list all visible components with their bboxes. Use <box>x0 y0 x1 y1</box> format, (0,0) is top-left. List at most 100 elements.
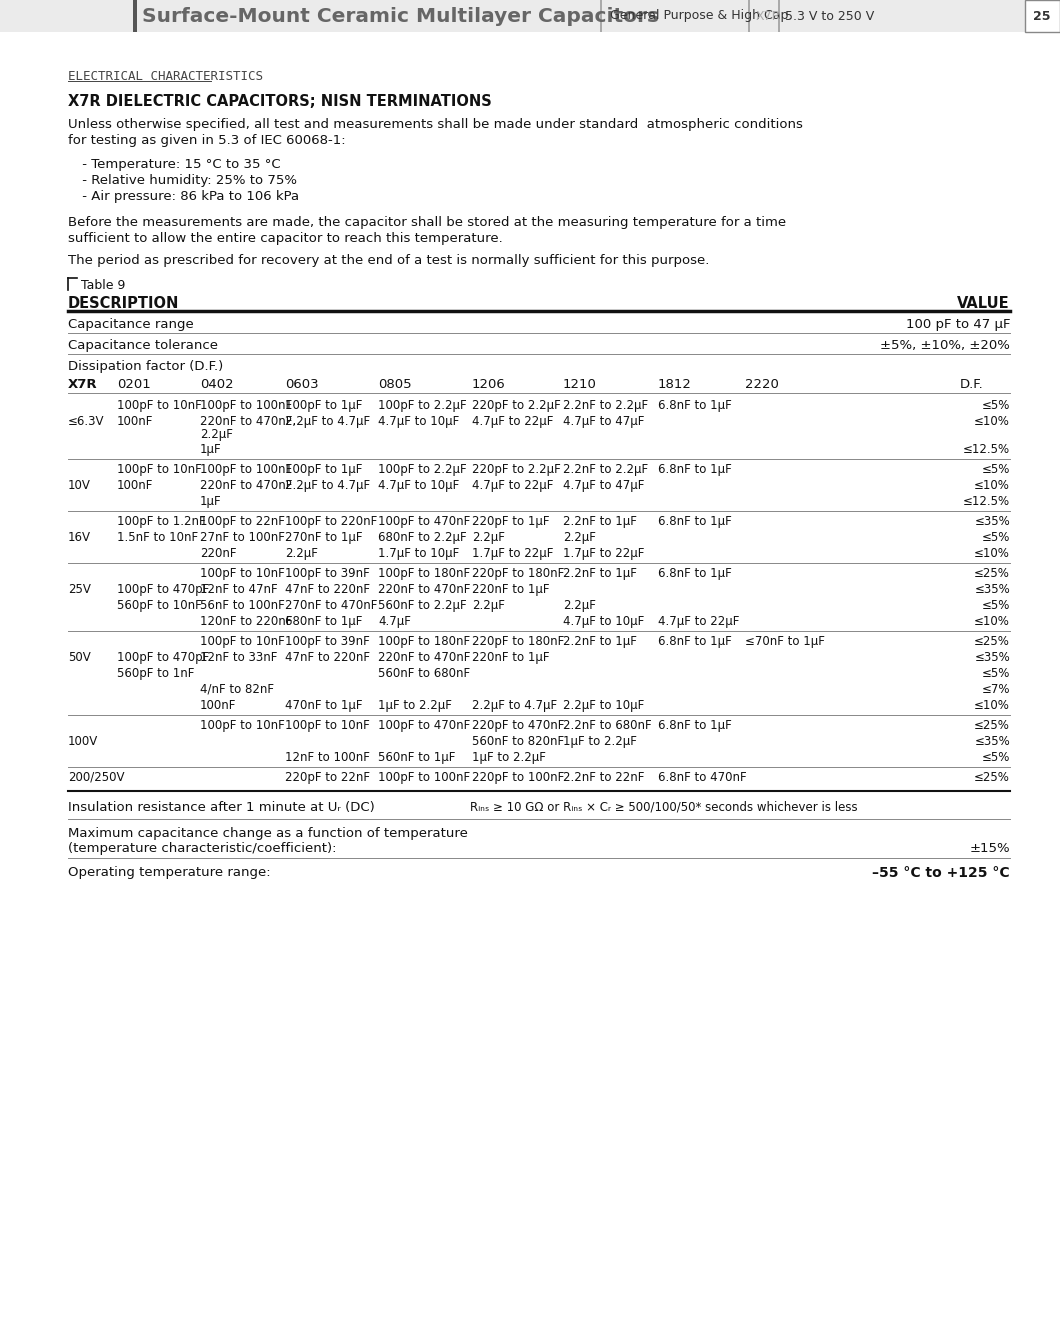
Text: 100pF to 10nF: 100pF to 10nF <box>285 718 370 732</box>
Text: 50V: 50V <box>68 651 91 664</box>
Text: 6.8nF to 470nF: 6.8nF to 470nF <box>658 771 746 785</box>
Text: 2.2μF to 10μF: 2.2μF to 10μF <box>563 699 644 712</box>
Text: ≤25%: ≤25% <box>974 635 1010 648</box>
Text: 2.2nF to 1μF: 2.2nF to 1μF <box>563 515 637 528</box>
Text: 0201: 0201 <box>117 378 151 392</box>
Text: ≤7%: ≤7% <box>982 683 1010 696</box>
Text: 100pF to 10nF: 100pF to 10nF <box>117 400 201 411</box>
Text: 100pF to 1μF: 100pF to 1μF <box>285 400 363 411</box>
Text: 1μF: 1μF <box>200 495 222 508</box>
Text: 4.7μF to 47μF: 4.7μF to 47μF <box>563 479 644 492</box>
Text: ≤5%: ≤5% <box>982 463 1010 476</box>
Text: - Temperature: 15 °C to 35 °C: - Temperature: 15 °C to 35 °C <box>78 157 281 171</box>
Text: Rᵢₙₛ ≥ 10 GΩ or Rᵢₙₛ × Cᵣ ≥ 500/100/50* seconds whichever is less: Rᵢₙₛ ≥ 10 GΩ or Rᵢₙₛ × Cᵣ ≥ 500/100/50* … <box>470 800 858 814</box>
Text: 220nF to 470nF: 220nF to 470nF <box>378 651 471 664</box>
Text: 0805: 0805 <box>378 378 411 392</box>
Text: 2.2μF to 4.7μF: 2.2μF to 4.7μF <box>472 699 558 712</box>
Text: 120nF to 220nF: 120nF to 220nF <box>200 615 293 628</box>
Text: 4.7μF: 4.7μF <box>378 615 411 628</box>
Text: ≤12.5%: ≤12.5% <box>962 443 1010 456</box>
Text: 100pF to 2.2μF: 100pF to 2.2μF <box>378 463 466 476</box>
Text: 2.2nF to 22nF: 2.2nF to 22nF <box>563 771 644 785</box>
Text: 47nF to 220nF: 47nF to 220nF <box>285 651 370 664</box>
Text: 2.2μF: 2.2μF <box>285 546 318 560</box>
Text: 2.2μF to 4.7μF: 2.2μF to 4.7μF <box>285 415 370 429</box>
Text: 12nF to 100nF: 12nF to 100nF <box>285 751 370 763</box>
Text: Before the measurements are made, the capacitor shall be stored at the measuring: Before the measurements are made, the ca… <box>68 216 787 229</box>
Text: 220nF: 220nF <box>200 546 236 560</box>
Text: ≤10%: ≤10% <box>974 415 1010 429</box>
Text: 2.2μF: 2.2μF <box>472 599 505 613</box>
Text: 12nF to 47nF: 12nF to 47nF <box>200 583 278 595</box>
Text: 4.7μF to 22μF: 4.7μF to 22μF <box>472 415 553 429</box>
Bar <box>778 0 779 32</box>
Bar <box>132 0 137 32</box>
Text: - Air pressure: 86 kPa to 106 kPa: - Air pressure: 86 kPa to 106 kPa <box>78 191 299 202</box>
Text: DESCRIPTION: DESCRIPTION <box>68 296 179 311</box>
Text: 16V: 16V <box>68 531 91 544</box>
Text: 4.7μF to 22μF: 4.7μF to 22μF <box>472 479 553 492</box>
Text: 100 pF to 47 μF: 100 pF to 47 μF <box>905 318 1010 331</box>
Text: 560nF to 1μF: 560nF to 1μF <box>378 751 456 763</box>
Text: The period as prescribed for recovery at the end of a test is normally sufficien: The period as prescribed for recovery at… <box>68 254 709 267</box>
Text: 100pF to 180nF: 100pF to 180nF <box>378 635 471 648</box>
Text: 560pF to 1nF: 560pF to 1nF <box>117 667 194 680</box>
Text: 2.2nF to 2.2μF: 2.2nF to 2.2μF <box>563 463 648 476</box>
Text: 100pF to 470pF: 100pF to 470pF <box>117 651 209 664</box>
Text: for testing as given in 5.3 of IEC 60068-1:: for testing as given in 5.3 of IEC 60068… <box>68 134 346 147</box>
Text: 100pF to 10nF: 100pF to 10nF <box>200 718 285 732</box>
Text: 2.2μF to 4.7μF: 2.2μF to 4.7μF <box>285 479 370 492</box>
Text: 100pF to 220nF: 100pF to 220nF <box>285 515 377 528</box>
Text: 560nF to 680nF: 560nF to 680nF <box>378 667 471 680</box>
Text: Capacitance range: Capacitance range <box>68 318 194 331</box>
Text: 220pF to 470nF: 220pF to 470nF <box>472 718 564 732</box>
Text: 100nF: 100nF <box>117 415 154 429</box>
Text: 220nF to 1μF: 220nF to 1μF <box>472 651 549 664</box>
Text: 6.8nF to 1μF: 6.8nF to 1μF <box>658 400 731 411</box>
Text: ≤5%: ≤5% <box>982 751 1010 763</box>
Text: 1210: 1210 <box>563 378 597 392</box>
Text: ≤5%: ≤5% <box>982 667 1010 680</box>
Text: 560pF to 10nF: 560pF to 10nF <box>117 599 201 613</box>
Text: 100pF to 2.2μF: 100pF to 2.2μF <box>378 400 466 411</box>
Text: 6.8nF to 1μF: 6.8nF to 1μF <box>658 568 731 579</box>
Text: ≤25%: ≤25% <box>974 718 1010 732</box>
Text: 100nF: 100nF <box>200 699 236 712</box>
Text: 100pF to 180nF: 100pF to 180nF <box>378 568 471 579</box>
Text: Maximum capacitance change as a function of temperature: Maximum capacitance change as a function… <box>68 827 467 840</box>
Text: 4/nF to 82nF: 4/nF to 82nF <box>200 683 273 696</box>
Text: 1μF to 2.2μF: 1μF to 2.2μF <box>378 699 452 712</box>
Text: ≤6.3V: ≤6.3V <box>68 415 105 429</box>
Text: ≤5%: ≤5% <box>982 531 1010 544</box>
Text: 100V: 100V <box>68 736 99 747</box>
Text: ≤5%: ≤5% <box>982 400 1010 411</box>
Text: 0603: 0603 <box>285 378 319 392</box>
Text: ≤10%: ≤10% <box>974 479 1010 492</box>
Text: 27nF to 100nF: 27nF to 100nF <box>200 531 285 544</box>
Text: 2.2μF: 2.2μF <box>563 599 596 613</box>
Text: 1.7μF to 22μF: 1.7μF to 22μF <box>563 546 644 560</box>
Text: ≤12.5%: ≤12.5% <box>962 495 1010 508</box>
Text: ≤5%: ≤5% <box>982 599 1010 613</box>
Text: 2220: 2220 <box>745 378 779 392</box>
Text: ≤10%: ≤10% <box>974 699 1010 712</box>
Text: Capacitance tolerance: Capacitance tolerance <box>68 339 218 352</box>
Text: 6.8nF to 1μF: 6.8nF to 1μF <box>658 635 731 648</box>
Text: 4.7μF to 22μF: 4.7μF to 22μF <box>658 615 740 628</box>
Text: 220nF to 470nF: 220nF to 470nF <box>378 583 471 595</box>
Text: ≤25%: ≤25% <box>974 568 1010 579</box>
Text: 100pF to 470pF: 100pF to 470pF <box>117 583 209 595</box>
Text: 25V: 25V <box>68 583 91 595</box>
Text: 200/250V: 200/250V <box>68 771 124 785</box>
Text: 25: 25 <box>1034 9 1050 22</box>
Text: X7R: X7R <box>756 9 781 22</box>
Bar <box>748 0 749 32</box>
Text: 220pF to 180nF: 220pF to 180nF <box>472 635 564 648</box>
Text: 2.2nF to 1μF: 2.2nF to 1μF <box>563 635 637 648</box>
Text: ≤70nF to 1μF: ≤70nF to 1μF <box>745 635 825 648</box>
Text: 1μF to 2.2μF: 1μF to 2.2μF <box>563 736 637 747</box>
Text: Table 9: Table 9 <box>81 279 125 292</box>
Text: 4.7μF to 10μF: 4.7μF to 10μF <box>378 479 459 492</box>
Text: 100pF to 10nF: 100pF to 10nF <box>200 568 285 579</box>
Text: 1μF to 2.2μF: 1μF to 2.2μF <box>472 751 546 763</box>
